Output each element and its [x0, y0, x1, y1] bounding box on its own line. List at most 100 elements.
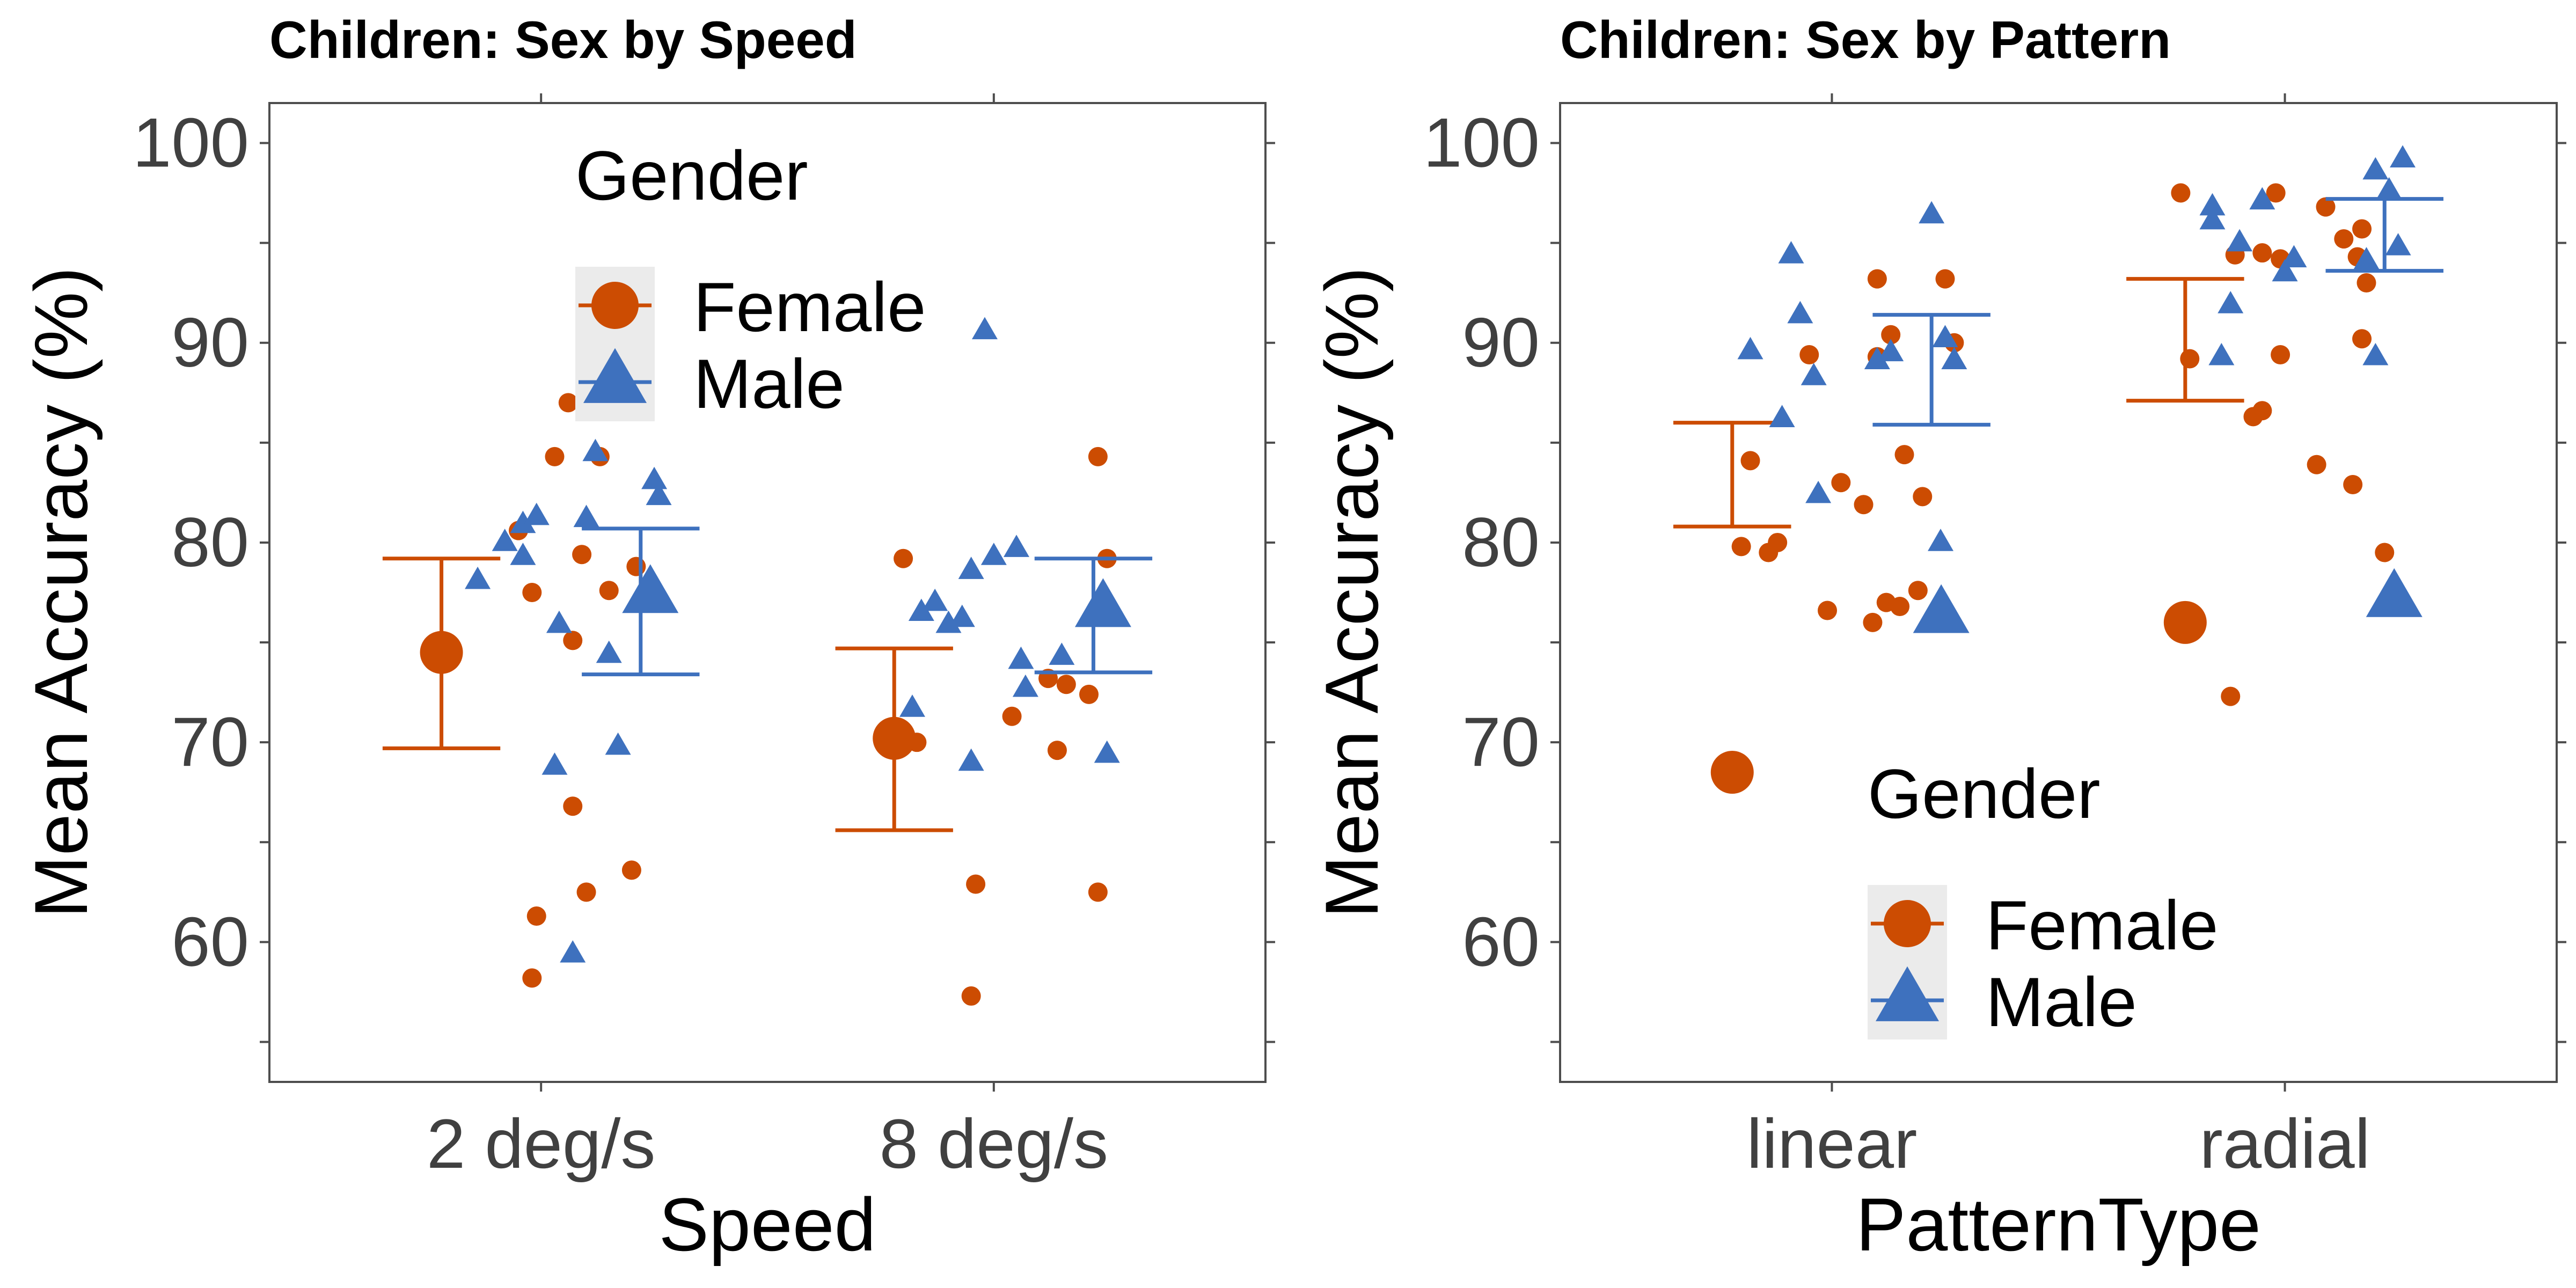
- data-point-male: [582, 438, 609, 462]
- data-point-male: [2281, 245, 2307, 268]
- data-point-female: [1047, 741, 1067, 760]
- data-point-male: [1928, 529, 1954, 551]
- data-point-female: [2266, 183, 2286, 203]
- data-point-female: [2334, 229, 2354, 249]
- data-point-female: [1894, 445, 1914, 465]
- data-point-male: [1008, 646, 1034, 669]
- legend-label-female: Female: [693, 268, 926, 346]
- data-point-male: [899, 694, 925, 717]
- data-point-male: [935, 610, 962, 633]
- data-point-male: [596, 640, 622, 663]
- data-point-female: [2271, 345, 2290, 365]
- data-point-male: [1932, 325, 1958, 348]
- x-tick-label: radial: [2200, 1104, 2370, 1183]
- data-point-female: [1854, 495, 1874, 515]
- data-point-female: [2316, 197, 2336, 217]
- y-tick-label: 80: [1462, 503, 1540, 581]
- y-tick-label: 90: [171, 303, 249, 382]
- legend-male-triangle-icon: [1876, 966, 1939, 1021]
- data-point-female: [2221, 686, 2241, 706]
- data-point-female: [1890, 597, 1910, 617]
- plot-border: [1559, 102, 2558, 1083]
- y-axis-label: Mean Accuracy (%): [1309, 267, 1394, 918]
- data-point-male: [560, 940, 586, 963]
- data-point-female: [522, 583, 542, 602]
- data-point-female: [1740, 451, 1760, 471]
- legend-title: Gender: [575, 136, 808, 215]
- data-point-male: [646, 482, 672, 506]
- y-tick-label: 70: [171, 702, 249, 781]
- data-point-male: [2376, 177, 2402, 200]
- data-point-female: [2352, 329, 2372, 349]
- data-point-female: [1088, 447, 1108, 466]
- data-point-female: [1935, 269, 1955, 289]
- data-point-female: [2343, 474, 2363, 494]
- x-tick-label: 8 deg/s: [880, 1104, 1108, 1183]
- data-point-male: [949, 604, 975, 627]
- legend-female-circle-icon: [1884, 900, 1931, 947]
- legend-label-female: Female: [1986, 886, 2218, 964]
- chart-panel-pattern: Children: Sex by Pattern 60 70 80 90 100 linea…: [1309, 10, 2566, 1267]
- data-point-male: [1778, 241, 1804, 264]
- series-male: [1737, 145, 2443, 633]
- data-point-female: [1799, 345, 1819, 365]
- data-point-female: [1079, 684, 1099, 704]
- data-point-male: [958, 557, 984, 579]
- data-point-female: [1881, 325, 1901, 345]
- data-point-male: [2353, 247, 2380, 269]
- legend-title: Gender: [1868, 755, 2101, 833]
- data-point-male: [1864, 347, 1890, 369]
- data-point-male: [2362, 157, 2389, 180]
- data-point-male: [641, 466, 668, 489]
- data-point-female: [2375, 543, 2395, 562]
- data-point-male: [2199, 207, 2226, 230]
- mean-marker-male: [2366, 568, 2423, 617]
- data-point-female: [1863, 612, 1883, 632]
- y-tick-label: 90: [1462, 303, 1540, 382]
- data-point-female: [1908, 581, 1928, 601]
- series-male: [465, 317, 1153, 963]
- data-point-female: [621, 860, 641, 880]
- data-point-male: [1769, 405, 1795, 427]
- data-point-female: [894, 548, 913, 568]
- series-female: [382, 393, 1117, 1006]
- mean-marker-female: [873, 716, 916, 760]
- x-tick-label: linear: [1746, 1104, 1917, 1183]
- data-point-male: [1919, 201, 1945, 224]
- data-point-female: [2252, 243, 2272, 263]
- y-tick-label: 100: [1423, 103, 1540, 181]
- data-point-female: [563, 631, 583, 650]
- data-point-female: [563, 796, 583, 816]
- data-point-female: [1002, 706, 1022, 726]
- data-point-male: [2199, 193, 2226, 216]
- data-point-male: [541, 752, 568, 775]
- data-point-male: [492, 529, 518, 551]
- data-point-female: [522, 968, 542, 988]
- y-tick-label: 80: [171, 503, 249, 581]
- x-axis-label: PatternType: [1856, 1182, 2261, 1267]
- data-point-female: [2352, 219, 2372, 239]
- data-point-male: [971, 317, 998, 340]
- data-point-male: [605, 732, 631, 755]
- data-point-male: [2272, 259, 2298, 282]
- chart-title: Children: Sex by Speed: [269, 10, 857, 69]
- data-point-male: [1941, 347, 1967, 369]
- mean-marker-male: [1074, 578, 1131, 627]
- data-point-female: [1768, 532, 1788, 552]
- data-point-female: [966, 874, 986, 894]
- data-point-male: [908, 598, 934, 621]
- data-point-male: [523, 502, 550, 525]
- data-point-female: [1867, 269, 1887, 289]
- data-point-male: [510, 543, 536, 565]
- data-point-female: [961, 986, 981, 1006]
- data-point-male: [2208, 342, 2235, 365]
- data-point-male: [546, 610, 572, 633]
- data-point-female: [1056, 675, 1076, 694]
- data-point-male: [2385, 233, 2411, 255]
- data-point-male: [573, 504, 599, 528]
- data-point-female: [2307, 455, 2326, 474]
- data-point-female: [526, 906, 546, 926]
- legend-male-triangle-icon: [583, 348, 647, 403]
- data-point-female: [1088, 882, 1108, 902]
